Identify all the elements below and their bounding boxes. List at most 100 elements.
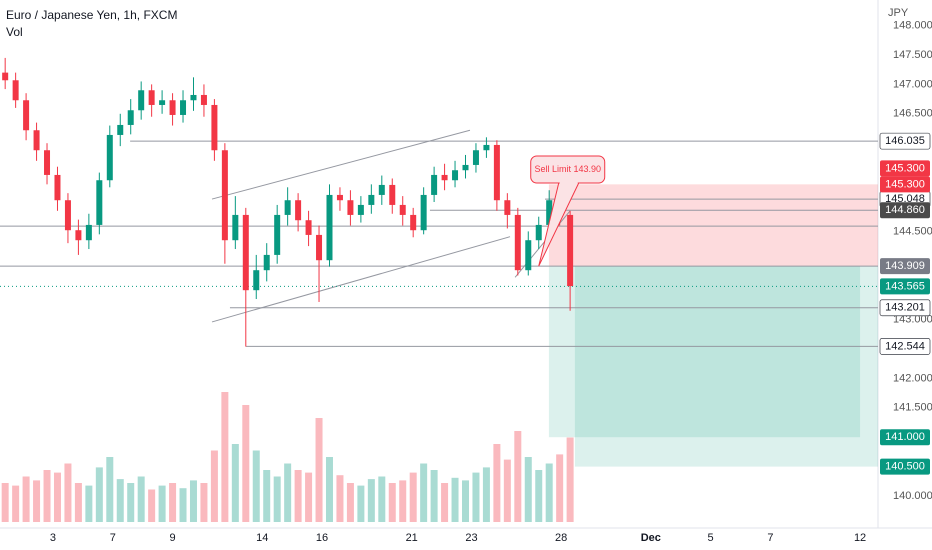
volume-bar	[231, 444, 239, 522]
volume-bar	[22, 476, 30, 522]
volume-bar	[64, 463, 72, 522]
volume-bar	[189, 480, 197, 522]
volume-bar	[294, 470, 302, 522]
candle-body	[127, 110, 134, 125]
y-tick-label: 148.000	[893, 19, 932, 31]
candle-body	[33, 130, 40, 151]
candle-body	[75, 230, 82, 241]
x-tick-label: 16	[316, 532, 328, 544]
candle-body	[263, 254, 270, 271]
volume-bar	[388, 483, 396, 522]
candle-body	[326, 194, 333, 261]
volume-bar	[367, 479, 375, 522]
volume-bar	[535, 470, 543, 522]
y-tick-label: 147.000	[893, 78, 932, 90]
volume-bar	[252, 450, 260, 522]
volume-bar	[221, 392, 229, 522]
volume-bar	[200, 483, 208, 522]
volume-bar	[461, 480, 469, 522]
volume-bar	[158, 485, 166, 522]
target-label-bg	[880, 429, 930, 446]
candle-body	[389, 184, 396, 205]
volume-bar	[472, 472, 480, 522]
volume-bar	[399, 480, 407, 522]
volume-bar	[210, 450, 218, 522]
volume-bar	[273, 476, 281, 522]
level-label: 144.860	[885, 204, 925, 216]
level-label-bg	[879, 338, 931, 355]
risk-zone	[548, 184, 878, 267]
volume-bar	[346, 483, 354, 522]
candle-body	[242, 214, 249, 291]
candle-body	[23, 100, 30, 131]
candle-body	[441, 174, 448, 181]
y-tick-label: 141.500	[893, 402, 932, 414]
volume-bar	[409, 472, 417, 522]
x-tick-label: 3	[50, 532, 56, 544]
candle-body	[64, 200, 71, 231]
volume-bar	[357, 485, 365, 522]
volume-bar	[451, 477, 459, 522]
candle-body	[420, 194, 427, 231]
trend-line	[514, 210, 571, 278]
candle-body	[200, 94, 207, 105]
stop-label: 145.300	[885, 162, 925, 174]
x-tick-label: 21	[406, 532, 418, 544]
candle-body	[12, 80, 19, 101]
y-tick-label: 142.000	[893, 372, 932, 384]
candle-body	[514, 214, 521, 271]
volume-bar	[148, 489, 156, 522]
candle-body	[148, 90, 155, 105]
candle-body	[535, 224, 542, 241]
volume-bar	[545, 463, 553, 522]
candle-body	[211, 104, 218, 151]
volume-bar	[242, 405, 250, 522]
candle-body	[284, 200, 291, 215]
y-tick-label: 147.500	[893, 49, 932, 61]
candle-body	[169, 100, 176, 115]
volume-bar	[493, 444, 501, 522]
level-label: 143.201	[885, 302, 925, 314]
volume-bar	[116, 479, 124, 522]
last-price-label: 143.565	[885, 280, 925, 292]
volume-bar	[263, 470, 271, 522]
candle-body	[305, 220, 312, 235]
volume-bar	[284, 463, 292, 522]
x-tick-label: 23	[465, 532, 477, 544]
level-label: 146.035	[885, 135, 925, 147]
candle-body	[232, 214, 239, 241]
candle-body	[190, 94, 197, 101]
level-label-bg	[879, 299, 931, 317]
volume-bar	[53, 472, 61, 522]
candle-body	[180, 100, 187, 115]
candle-body	[567, 214, 574, 287]
trend-line	[211, 236, 511, 323]
volume-bar	[514, 431, 522, 522]
trend-line	[211, 129, 471, 200]
volume-bar	[85, 485, 93, 522]
x-tick-label: Dec	[641, 532, 661, 544]
candle-body	[54, 174, 61, 201]
volume-bar	[137, 476, 145, 522]
candle-body	[117, 124, 124, 135]
stop-label: 145.300	[885, 178, 925, 190]
annotation-join	[559, 181, 578, 184]
candle-body	[504, 200, 511, 215]
volume-bar	[420, 463, 428, 522]
volume-bar	[106, 457, 114, 522]
x-tick-label: 28	[555, 532, 567, 544]
candle-body	[295, 200, 302, 221]
volume-bar	[95, 467, 103, 522]
volume-bar	[12, 485, 20, 522]
candle-body	[85, 224, 92, 241]
candle-body	[106, 134, 113, 181]
currency-label: JPY	[888, 7, 909, 19]
candle-body	[221, 150, 228, 241]
y-tick-label: 146.500	[893, 108, 932, 120]
target-label-bg	[880, 458, 930, 475]
volume-bar	[169, 483, 177, 522]
candle-body	[452, 170, 459, 181]
volume-bar	[556, 454, 564, 522]
candle-body	[493, 144, 500, 201]
y-tick-label: 143.000	[893, 314, 932, 326]
